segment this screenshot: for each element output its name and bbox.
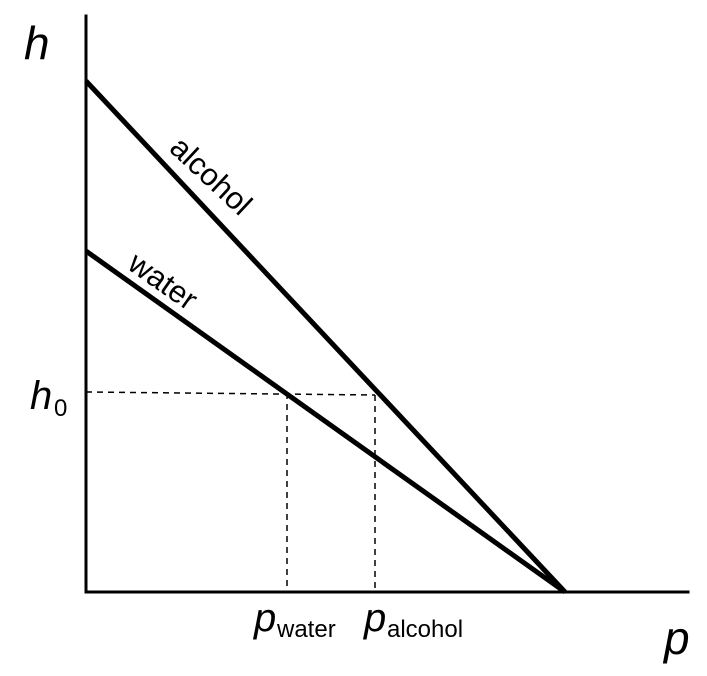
h0-subscript: 0: [54, 395, 67, 422]
h0-tick-label: h 0: [30, 374, 67, 422]
water-line: [84, 248, 567, 595]
p-alcohol-tick-label: p alcohol: [363, 596, 463, 643]
x-axis-title: p: [662, 612, 690, 664]
p-water-tick-label: p water: [253, 596, 336, 643]
p-alcohol-subscript: alcohol: [387, 616, 463, 643]
alcohol-line: [84, 79, 567, 594]
p-water-subscript: water: [276, 616, 336, 643]
p-water-main-text: p: [253, 596, 276, 640]
p-alcohol-main-text: p: [363, 596, 386, 640]
h0-main-text: h: [30, 374, 52, 418]
y-axis-title: h: [24, 17, 50, 69]
h0-guide-line: [85, 391, 376, 396]
